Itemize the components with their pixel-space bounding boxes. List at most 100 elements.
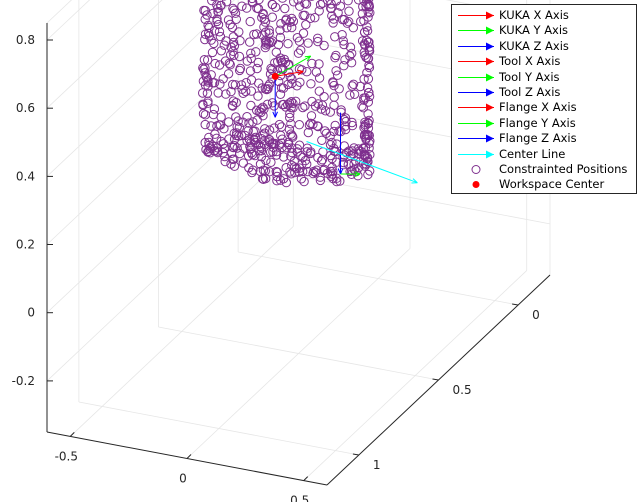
flange-y-arrow-head <box>354 171 361 175</box>
constrained-position-marker <box>273 40 284 50</box>
constrained-position-marker <box>345 90 355 100</box>
constrained-position-marker <box>364 143 374 153</box>
constrained-position-marker <box>279 99 289 110</box>
constrained-position-marker <box>223 15 234 25</box>
constrained-position-marker <box>250 126 260 136</box>
constrained-position-marker <box>315 175 326 186</box>
legend-arrow-head <box>486 150 494 159</box>
constrained-position-marker <box>301 0 312 9</box>
legend-label: Flange X Axis <box>499 100 577 115</box>
constrained-position-marker <box>311 67 322 77</box>
legend-arrow-head <box>486 73 494 82</box>
constrained-position-marker <box>213 88 223 98</box>
constrained-position-marker <box>330 146 341 157</box>
constrained-position-marker <box>252 3 262 13</box>
legend-item: Flange Z Axis <box>452 131 638 146</box>
grid-line <box>158 326 439 381</box>
y-tick-label: 0.5 <box>453 383 472 397</box>
constrained-position-marker <box>287 13 297 24</box>
legend-item: Flange Y Axis <box>452 116 638 131</box>
legend-arrow-head <box>486 119 494 128</box>
constrained-position-marker <box>272 171 282 182</box>
constrained-position-marker <box>233 116 243 126</box>
constrained-position-marker <box>341 148 352 158</box>
constrained-position-marker <box>267 139 277 149</box>
legend-arrow-head <box>486 88 494 97</box>
constrained-position-marker <box>316 104 327 114</box>
constrained-position-marker <box>218 148 228 158</box>
constrained-position-marker <box>223 69 234 79</box>
constrained-position-marker <box>355 157 365 167</box>
constrained-position-marker <box>216 112 226 122</box>
axes <box>46 23 551 486</box>
constrained-position-marker <box>209 78 220 88</box>
constrained-position-marker <box>272 176 282 186</box>
constrained-position-marker <box>274 140 284 150</box>
constrained-position-marker <box>358 143 368 154</box>
workspace-center-marker <box>271 72 279 80</box>
constrained-position-marker <box>294 64 305 74</box>
arrow-icon <box>458 134 494 143</box>
constrained-position-marker <box>328 18 338 28</box>
constrained-position-marker <box>285 108 295 119</box>
constrained-position-marker <box>337 30 347 40</box>
legend-label: Center Line <box>499 146 566 161</box>
constrained-position-marker <box>266 157 276 168</box>
constrained-position-marker <box>212 14 222 24</box>
constrained-position-marker <box>337 14 348 25</box>
grid-line <box>46 0 91 41</box>
constrained-position-marker <box>338 160 348 170</box>
constrained-position-marker <box>295 1 305 11</box>
constrained-position-marker <box>234 27 244 37</box>
constrained-position-marker <box>262 99 273 110</box>
constrained-position-marker <box>260 124 270 134</box>
constrained-position-marker <box>209 104 220 114</box>
constrained-position-marker <box>306 111 317 121</box>
constrained-position-marker <box>281 102 291 112</box>
constrained-position-marker <box>255 166 265 177</box>
constrained-position-marker <box>359 47 369 57</box>
constrained-position-marker <box>246 100 256 111</box>
constrained-position-marker <box>331 50 341 61</box>
constrained-position-marker <box>228 101 238 111</box>
constrained-position-marker <box>277 57 287 68</box>
constrained-position-marker <box>326 3 336 14</box>
constrained-position-marker <box>202 10 212 20</box>
grid-line <box>46 34 271 245</box>
constrained-position-marker <box>360 150 370 160</box>
constrained-position-marker <box>242 3 252 13</box>
legend-arrow-head <box>486 134 494 143</box>
constrained-position-marker <box>273 57 283 67</box>
x-tick <box>69 432 75 437</box>
constrained-position-marker <box>209 38 219 49</box>
constrained-position-marker <box>280 3 290 14</box>
constrained-position-marker <box>227 154 238 165</box>
constrained-position-marker <box>306 79 316 89</box>
constrained-position-marker <box>205 148 215 158</box>
constrained-position-marker <box>256 152 267 162</box>
legend-item: KUKA Z Axis <box>452 39 638 54</box>
grid-line <box>46 0 235 177</box>
constrained-position-marker <box>327 169 337 179</box>
legend-arrow-head <box>486 57 494 66</box>
legend-item: KUKA X Axis <box>452 8 638 23</box>
constrained-position-marker <box>228 96 239 106</box>
constrained-position-marker <box>357 9 368 19</box>
constrained-position-marker <box>345 51 355 61</box>
constrained-position-marker <box>221 36 231 46</box>
constrained-position-marker <box>271 166 281 177</box>
constrained-position-marker <box>298 166 308 177</box>
constrained-position-marker <box>206 35 216 45</box>
arrow-icon <box>458 57 494 66</box>
constrained-position-marker <box>363 130 373 141</box>
constrained-position-marker <box>204 137 214 148</box>
constrained-position-marker <box>298 28 309 38</box>
constrained-position-marker <box>262 84 272 95</box>
legend-label: KUKA X Axis <box>499 8 569 22</box>
constrained-position-marker <box>264 125 275 135</box>
constrained-position-marker <box>277 138 287 148</box>
constrained-position-marker <box>231 14 242 24</box>
legend-arrow-head <box>486 26 494 35</box>
constrained-position-marker <box>309 166 319 177</box>
